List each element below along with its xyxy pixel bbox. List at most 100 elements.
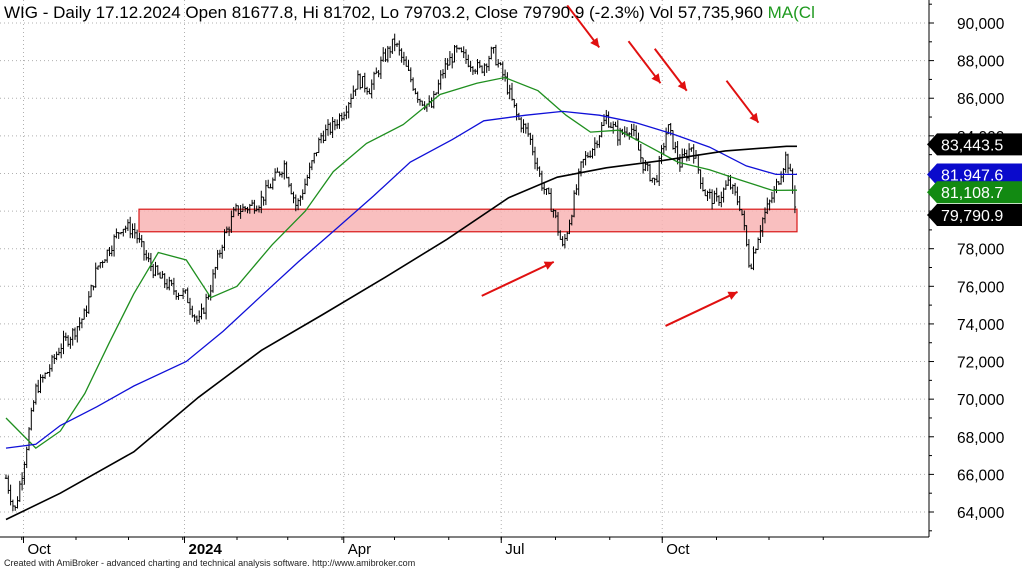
support-zone — [138, 208, 798, 233]
price-bar — [117, 232, 120, 239]
price-bar — [713, 190, 716, 204]
price-bar — [214, 266, 217, 279]
price-bar — [600, 122, 603, 138]
price-bar — [142, 241, 146, 261]
price-bar — [683, 148, 686, 157]
price-bar — [630, 123, 633, 138]
price-bar — [280, 171, 284, 178]
price-tag-box — [927, 163, 1022, 186]
price-bar — [704, 189, 707, 197]
price-bar — [71, 328, 74, 346]
price-bar — [278, 171, 281, 177]
price-bar — [96, 265, 100, 270]
price-bar — [754, 248, 757, 254]
price-bar — [23, 461, 26, 485]
price-bar — [708, 188, 711, 199]
price-bar — [382, 47, 385, 62]
price-bar — [545, 188, 548, 195]
price-bar — [747, 239, 751, 268]
price-bar — [499, 62, 502, 66]
price-bar — [421, 100, 424, 107]
price-bar — [292, 191, 295, 204]
price-bar — [216, 249, 219, 270]
y-tick-label: 68,000 — [957, 430, 1005, 447]
price-bar — [448, 51, 452, 66]
chart-header: WIG - Daily 17.12.2024 Open 81677.8, Hi … — [4, 3, 815, 23]
price-bar — [271, 177, 274, 190]
y-tick-label: 78,000 — [957, 242, 1005, 259]
header-text: WIG - Daily 17.12.2024 Open 81677.8, Hi … — [4, 3, 763, 22]
price-bar — [145, 249, 148, 261]
price-bar — [188, 297, 192, 315]
price-bar — [706, 190, 709, 201]
price-bar — [234, 203, 238, 212]
price-tag-label: 83,443.5 — [941, 137, 1003, 154]
annotation-arrow — [653, 48, 688, 92]
price-bar — [756, 237, 760, 250]
price-bar — [11, 499, 15, 512]
arrow-shaft — [665, 291, 738, 327]
price-bar — [55, 351, 58, 361]
price-bar — [480, 65, 484, 74]
price-bar — [674, 141, 677, 154]
price-bar — [16, 496, 19, 509]
price-bar — [340, 112, 343, 122]
price-bar — [76, 326, 79, 343]
price-bar — [740, 209, 744, 216]
price-bar — [133, 223, 136, 239]
price-bar — [152, 263, 155, 279]
price-bar — [296, 198, 300, 211]
price-bar — [363, 72, 366, 93]
price-bar — [651, 177, 654, 183]
price-bar — [9, 484, 12, 506]
price-bar — [294, 194, 297, 212]
price-bar — [469, 60, 472, 72]
x-tick-label: 2024 — [189, 541, 223, 558]
arrow-head — [543, 261, 554, 270]
price-bar — [388, 46, 392, 58]
price-bar — [782, 167, 785, 183]
price-bar — [453, 45, 456, 63]
price-bar — [766, 197, 769, 215]
price-bar — [506, 72, 509, 95]
price-bar — [786, 153, 790, 174]
price-bar — [168, 276, 171, 291]
price-bar — [400, 48, 403, 63]
price-bar — [200, 303, 203, 320]
price-bar — [522, 119, 525, 134]
price-bar — [326, 119, 330, 136]
price-bar — [193, 314, 196, 322]
price-bar — [301, 189, 304, 200]
price-bar — [391, 38, 394, 54]
price-bar — [308, 162, 311, 179]
price-bar — [37, 379, 40, 394]
price-bar — [30, 407, 33, 431]
price-bar — [18, 480, 21, 502]
price-bar — [331, 117, 334, 138]
price-bar — [299, 195, 302, 206]
arrow-head — [727, 291, 738, 300]
price-bar — [99, 262, 102, 269]
price-bar — [103, 259, 107, 263]
price-bar — [478, 60, 481, 69]
price-bar — [761, 217, 764, 237]
price-bar — [161, 270, 164, 279]
x-tick-label: Jul — [505, 541, 524, 558]
ma-mid-line — [5, 110, 797, 449]
price-bar — [34, 383, 38, 405]
price-bar — [690, 147, 693, 152]
arrow-head — [749, 112, 759, 123]
price-bar — [641, 157, 645, 174]
price-bar — [591, 148, 594, 159]
price-bar — [644, 160, 647, 172]
price-bar — [25, 446, 28, 469]
price-bar — [303, 178, 307, 195]
price-bar — [710, 189, 714, 210]
price-bar — [317, 137, 320, 154]
price-bar — [165, 278, 169, 290]
price-bar — [345, 105, 348, 120]
price-bar — [593, 137, 596, 156]
price-bar — [789, 163, 792, 172]
